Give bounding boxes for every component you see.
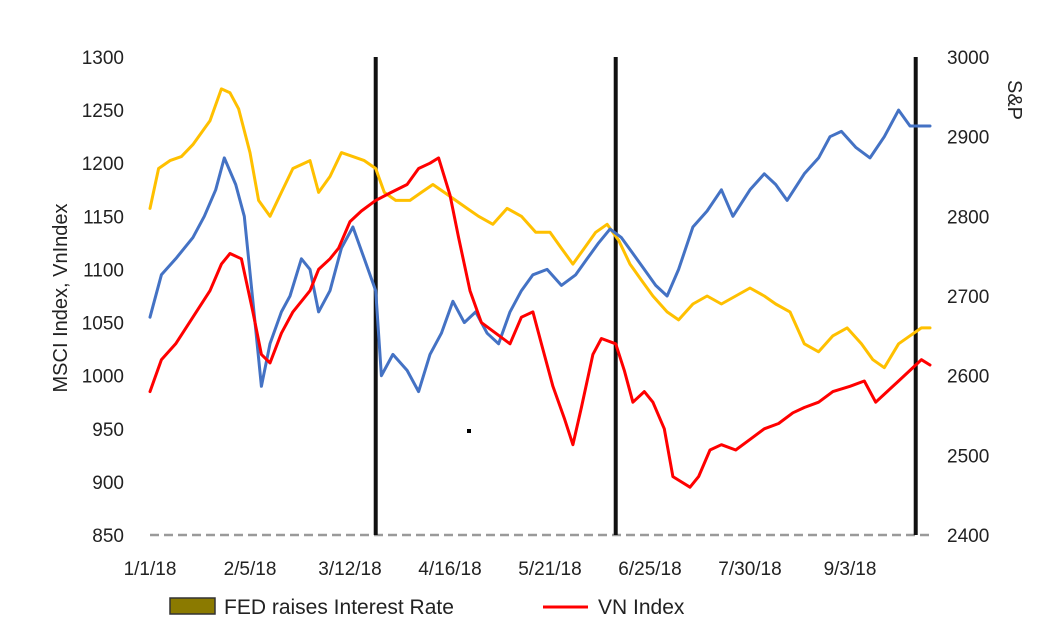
left-tick-label: 950 [92,420,124,441]
right-axis-title: S&P [1003,80,1025,120]
right-tick-label: 2700 [947,287,989,308]
x-tick-label: 1/1/18 [124,559,177,580]
left-tick-label: 1100 [83,260,124,281]
right-tick-label: 2800 [947,207,989,228]
x-tick-label: 3/12/18 [318,559,381,580]
left-axis: 850 900 950 1000 1050 1100 1150 1200 1250 1300 [82,48,124,547]
left-tick-label: 1250 [82,101,124,122]
x-tick-label: 4/16/18 [418,559,481,580]
right-tick-label: 3000 [947,48,989,69]
fed-rate-event-lines [373,57,918,535]
series-line-right-axis-2 [148,87,932,370]
x-tick-label: 6/25/18 [618,559,681,580]
stray-dot [467,429,471,433]
left-tick-label: 900 [92,473,124,494]
x-tick-label: 7/30/18 [718,559,781,580]
x-tick-label: 2/5/18 [224,559,277,580]
right-tick-label: 2900 [947,128,989,149]
left-tick-label: 1150 [83,207,124,228]
right-tick-label: 2600 [947,367,989,388]
x-tick-label: 9/3/18 [824,559,877,580]
x-tick-label: 5/21/18 [518,559,581,580]
left-tick-label: 1000 [82,367,124,388]
series-line-left-axis-1 [148,108,932,394]
series-line-vn-index [148,156,932,489]
legend-label-vn-index: VN Index [598,596,685,619]
legend-swatch-fed-raises [169,597,216,615]
left-tick-label: 1050 [82,314,124,335]
right-tick-label: 2500 [947,446,989,467]
left-tick-label: 1200 [82,154,124,175]
x-axis: 1/1/18 2/5/18 3/12/18 4/16/18 5/21/18 6/25/18… [124,533,930,580]
legend: FED raises Interest Rate VN Index [169,596,685,619]
left-tick-label: 1300 [82,48,124,69]
left-axis-title: MSCI Index, VnIndex [50,204,72,393]
legend-label-fed-raises: FED raises Interest Rate [224,596,454,619]
left-tick-label: 850 [92,526,124,547]
right-axis: 2400 2500 2600 2700 2800 2900 3000 [947,48,989,547]
right-tick-label: 2400 [947,526,989,547]
series-layer [148,87,932,489]
